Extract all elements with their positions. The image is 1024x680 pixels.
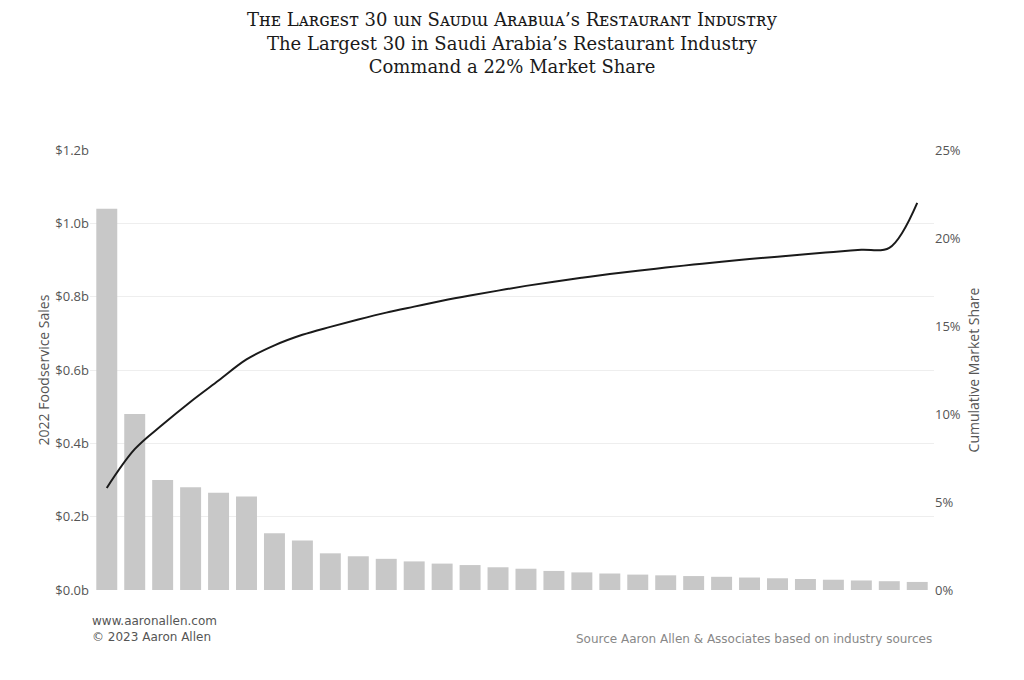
svg-text:5%: 5%: [935, 493, 953, 511]
svg-text:$1.0b: $1.0b: [55, 214, 89, 232]
svg-text:$1.2b: $1.2b: [55, 141, 89, 159]
svg-text:Tʜᴇ Lᴀʀɢᴇѕᴛ 30 ɯɴ Sᴀᴜᴅɯ Aʀᴀвɯᴀ: Tʜᴇ Lᴀʀɢᴇѕᴛ 30 ɯɴ Sᴀᴜᴅɯ Aʀᴀвɯᴀ’ѕ Rᴇѕᴛᴀᴜʀ…: [247, 9, 777, 30]
svg-text:$0.6b: $0.6b: [55, 361, 89, 379]
svg-text:2022 Foodservice Sales: 2022 Foodservice Sales: [34, 294, 53, 445]
svg-text:Source Aaron Allen & Associate: Source Aaron Allen & Associates based on…: [576, 632, 932, 646]
svg-text:10%: 10%: [935, 405, 961, 423]
svg-text:20%: 20%: [935, 229, 961, 247]
svg-text:0%: 0%: [935, 581, 953, 599]
svg-text:$0.0b: $0.0b: [55, 581, 89, 599]
svg-text:$0.4b: $0.4b: [55, 434, 89, 452]
svg-text:$0.8b: $0.8b: [55, 287, 89, 305]
svg-text:The Largest 30 in Saudi Arabia: The Largest 30 in Saudi Arabia’s Restaur…: [267, 33, 758, 77]
svg-text:$0.2b: $0.2b: [55, 507, 89, 525]
svg-text:www.aaronallen.com© 2023 Aaron: www.aaronallen.com© 2023 Aaron Allen: [92, 614, 217, 644]
svg-text:Cumulative Market Share: Cumulative Market Share: [964, 287, 983, 452]
svg-text:25%: 25%: [935, 141, 961, 159]
svg-text:15%: 15%: [935, 317, 961, 335]
